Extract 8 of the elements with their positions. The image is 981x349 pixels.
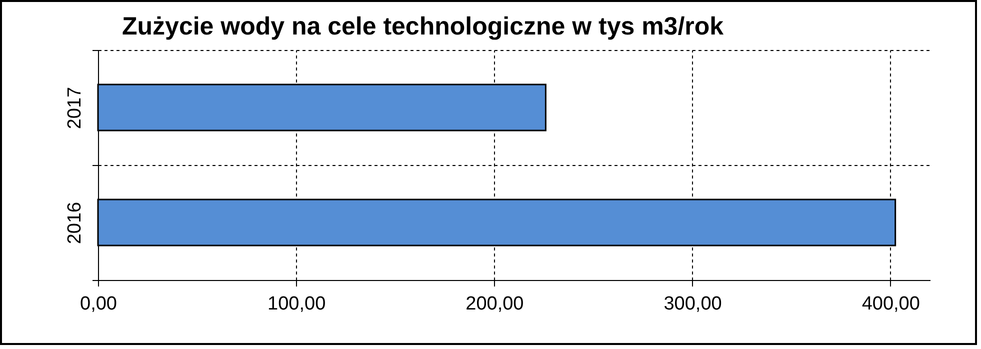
y-tick-label: 2016 [64, 202, 86, 244]
y-tick-label: 2017 [64, 86, 86, 130]
x-tick-label: 400,00 [862, 294, 920, 314]
x-tick-label: 200,00 [466, 294, 524, 314]
chart-title: Zużycie wody na cele technologiczne w tys m3/rok [122, 12, 724, 40]
x-tick-label: 0,00 [80, 294, 117, 314]
x-tick-label: 300,00 [664, 294, 722, 314]
x-tick-label: 100,00 [268, 294, 326, 314]
